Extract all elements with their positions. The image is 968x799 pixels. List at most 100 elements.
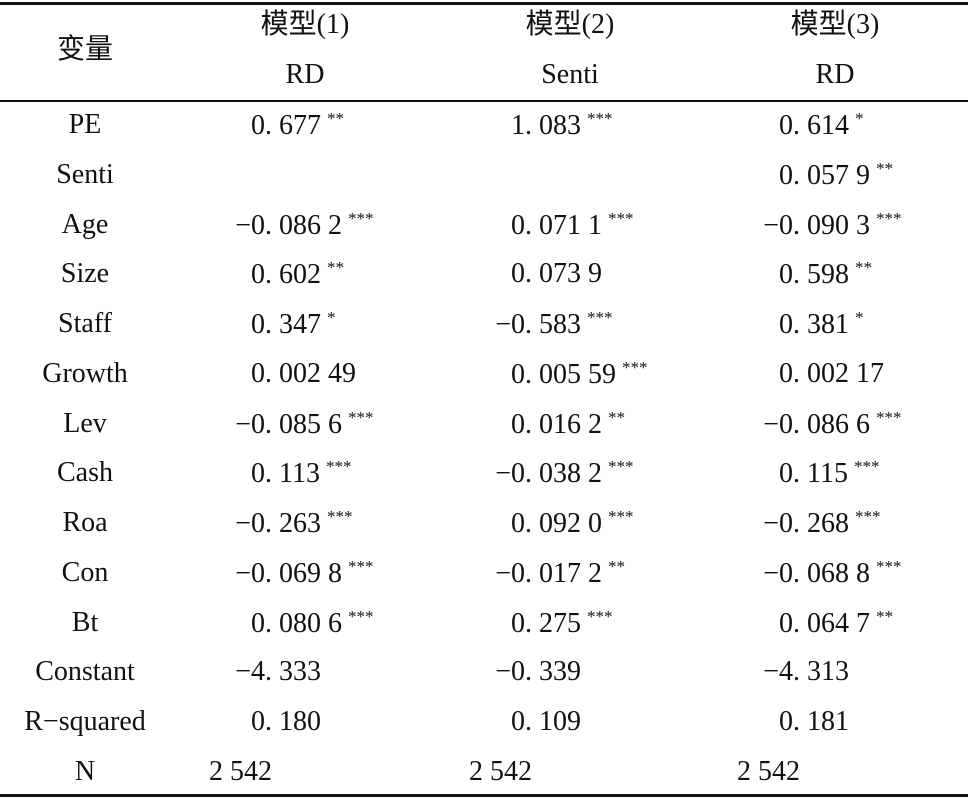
significance-stars: ** — [327, 109, 344, 128]
coefficient: 2 542 — [469, 756, 532, 787]
variable-label: Con — [61, 556, 109, 588]
coefficient-cell: −0. 583 *** — [495, 309, 612, 339]
coefficient-cell: 0. 109 — [511, 708, 581, 736]
model-header: 模型(3) — [790, 9, 880, 40]
coefficient-cell: 0. 113 *** — [251, 458, 351, 488]
significance-stars: * — [855, 109, 864, 128]
significance-stars: *** — [853, 457, 880, 477]
significance-stars: *** — [587, 308, 613, 328]
coefficient-cell: 0. 073 9 — [511, 260, 602, 288]
significance-stars: ** — [876, 158, 893, 178]
variable-label: Growth — [42, 357, 128, 389]
variable-label: Bt — [71, 606, 99, 638]
coefficient: −0. 017 2 — [495, 557, 602, 589]
coefficient: 2 542 — [209, 756, 272, 787]
variable-label: Staff — [58, 308, 112, 340]
significance-stars: ** — [876, 606, 893, 626]
coefficient: 0. 057 9 — [779, 159, 870, 191]
dependent-header: Senti — [541, 59, 599, 90]
coefficient-cell: 0. 180 — [251, 708, 321, 736]
variable-label: Senti — [56, 158, 114, 190]
variable-header: 变量 — [56, 34, 114, 65]
significance-stars: *** — [876, 407, 902, 427]
variable-label: R−squared — [24, 706, 146, 738]
variable-label: Lev — [63, 407, 107, 439]
coefficient-cell: 0. 080 6 *** — [251, 608, 374, 638]
coefficient-cell: −0. 090 3 *** — [763, 210, 901, 240]
top-rule — [0, 2, 968, 5]
coefficient: 0. 016 2 — [511, 408, 602, 440]
coefficient-cell: −0. 068 8 *** — [763, 558, 901, 588]
coefficient: −0. 583 — [495, 309, 581, 341]
coefficient-cell: −4. 333 — [235, 658, 321, 686]
coefficient: 0. 347 — [251, 309, 321, 341]
coefficient-cell: 0. 598 ** — [779, 259, 872, 289]
header-rule — [0, 100, 968, 102]
significance-stars: *** — [327, 507, 353, 527]
coefficient: 0. 115 — [779, 458, 848, 490]
significance-stars: *** — [587, 606, 613, 626]
coefficient: 0. 598 — [779, 259, 849, 291]
significance-stars: * — [327, 308, 336, 328]
coefficient: 0. 080 6 — [251, 607, 342, 639]
model-header: 模型(1) — [260, 9, 350, 40]
coefficient-cell: 0. 005 59 *** — [511, 359, 648, 389]
coefficient: 2 542 — [737, 756, 800, 787]
coefficient-cell: −0. 038 2 *** — [495, 458, 633, 488]
significance-stars: *** — [622, 357, 648, 377]
coefficient-cell: −0. 017 2 ** — [495, 558, 625, 588]
bottom-rule — [0, 794, 968, 797]
variable-label: Cash — [57, 457, 113, 489]
coefficient-cell: 1. 083 *** — [511, 110, 613, 140]
significance-stars: ** — [855, 258, 872, 278]
coefficient: 0. 073 9 — [511, 258, 602, 290]
significance-stars: *** — [587, 109, 613, 128]
significance-stars: *** — [348, 556, 374, 576]
coefficient: 0. 677 — [251, 110, 321, 141]
coefficient-cell: 0. 064 7 ** — [779, 608, 893, 638]
coefficient: −4. 313 — [763, 656, 849, 688]
coefficient-cell: 0. 602 ** — [251, 259, 344, 289]
significance-stars: * — [855, 308, 864, 328]
coefficient: 0. 181 — [779, 706, 849, 738]
coefficient: −0. 086 2 — [235, 209, 342, 241]
coefficient: 0. 381 — [779, 309, 849, 341]
coefficient: 0. 180 — [251, 706, 321, 738]
significance-stars: *** — [876, 556, 902, 576]
coefficient: −0. 038 2 — [495, 458, 602, 490]
coefficient-cell: −0. 263 *** — [235, 508, 352, 538]
coefficient: 0. 113 — [251, 458, 320, 490]
variable-label: Size — [60, 258, 110, 290]
variable-label: Age — [61, 208, 109, 240]
coefficient: −0. 268 — [763, 508, 849, 540]
coefficient: 1. 083 — [511, 110, 581, 141]
coefficient-cell: 0. 614 * — [779, 110, 864, 140]
dependent-header: RD — [815, 59, 855, 90]
coefficient-cell: 0. 115 *** — [779, 458, 879, 488]
coefficient-cell: 0. 677 ** — [251, 110, 344, 140]
significance-stars: ** — [608, 407, 625, 427]
coefficient-cell: 0. 071 1 *** — [511, 210, 634, 240]
coefficient: 0. 109 — [511, 706, 581, 738]
coefficient-cell: 0. 016 2 ** — [511, 409, 625, 439]
coefficient-cell: 0. 381 * — [779, 309, 864, 339]
coefficient: 0. 602 — [251, 259, 321, 291]
coefficient: 0. 275 — [511, 607, 581, 639]
coefficient: −0. 086 6 — [763, 408, 870, 440]
coefficient: 0. 002 49 — [251, 357, 356, 389]
variable-label: N — [74, 756, 96, 787]
coefficient-cell: −0. 069 8 *** — [235, 558, 373, 588]
model-header: 模型(2) — [525, 9, 615, 40]
significance-stars: *** — [325, 457, 352, 477]
coefficient: −0. 069 8 — [235, 557, 342, 589]
significance-stars: ** — [608, 556, 625, 576]
coefficient-cell: −0. 339 — [495, 658, 581, 686]
coefficient-cell: 0. 347 * — [251, 309, 336, 339]
coefficient-cell: 0. 002 17 — [779, 359, 884, 388]
coefficient: −0. 263 — [235, 508, 321, 540]
coefficient-cell: 2 542 — [469, 758, 532, 786]
coefficient-cell: −0. 085 6 *** — [235, 409, 373, 439]
variable-label: PE — [68, 109, 102, 140]
coefficient-cell: 2 542 — [737, 758, 800, 786]
variable-label: Roa — [62, 507, 108, 539]
